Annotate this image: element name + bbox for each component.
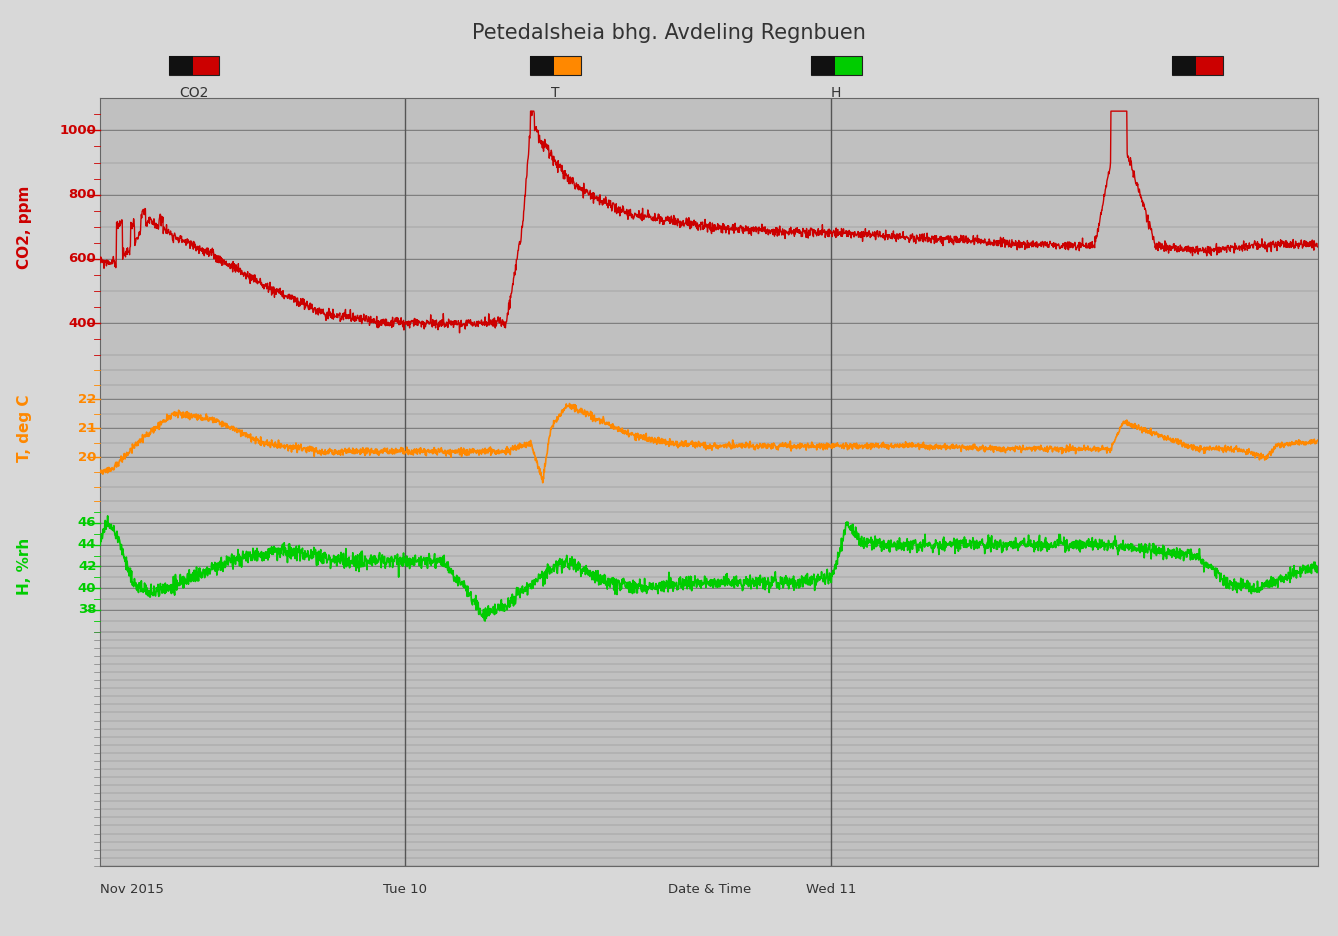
Text: 1000: 1000 <box>59 124 96 137</box>
Text: T, deg C: T, deg C <box>16 395 32 462</box>
Text: 600: 600 <box>68 253 96 266</box>
Text: Nov 2015: Nov 2015 <box>100 883 165 896</box>
Bar <box>1172 56 1196 75</box>
Bar <box>530 56 581 75</box>
Bar <box>169 56 193 75</box>
Text: T: T <box>551 86 559 100</box>
Text: 38: 38 <box>78 604 96 617</box>
Text: H: H <box>831 86 842 100</box>
Text: 20: 20 <box>78 451 96 464</box>
Bar <box>530 56 554 75</box>
Text: CO2, ppm: CO2, ppm <box>16 185 32 269</box>
Text: Date & Time: Date & Time <box>668 883 751 896</box>
Text: CO2: CO2 <box>179 86 209 100</box>
Text: 400: 400 <box>68 316 96 329</box>
Text: Wed 11: Wed 11 <box>805 883 856 896</box>
Text: 22: 22 <box>78 392 96 405</box>
Text: 44: 44 <box>78 538 96 551</box>
Text: 42: 42 <box>78 560 96 573</box>
Text: Tue 10: Tue 10 <box>383 883 427 896</box>
Text: H, %rh: H, %rh <box>16 538 32 595</box>
Text: 21: 21 <box>78 422 96 435</box>
Bar <box>811 56 835 75</box>
Text: 40: 40 <box>78 581 96 594</box>
Bar <box>811 56 862 75</box>
Text: 800: 800 <box>68 188 96 201</box>
Text: 46: 46 <box>78 517 96 530</box>
Text: Petedalsheia bhg. Avdeling Regnbuen: Petedalsheia bhg. Avdeling Regnbuen <box>472 22 866 43</box>
Bar <box>1172 56 1223 75</box>
Bar <box>169 56 219 75</box>
